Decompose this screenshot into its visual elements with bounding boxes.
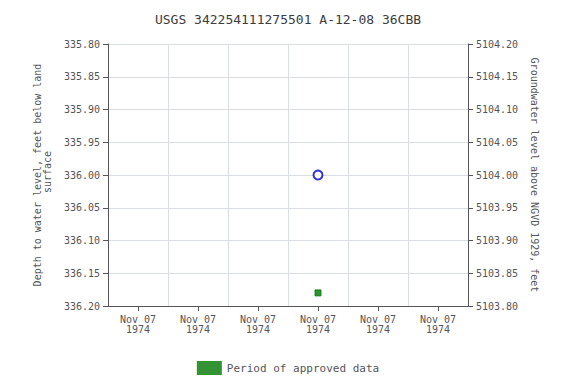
svg-text:Nov 07: Nov 07 — [119, 313, 157, 325]
svg-text:1974: 1974 — [186, 324, 210, 335]
svg-text:5103.95: 5103.95 — [476, 202, 518, 213]
svg-text:1974: 1974 — [426, 324, 450, 335]
svg-text:Depth to water level, feet bel: Depth to water level, feet below land — [32, 63, 44, 287]
svg-text:335.85: 335.85 — [64, 71, 100, 82]
svg-text:335.95: 335.95 — [64, 137, 100, 148]
svg-text:335.80: 335.80 — [64, 39, 100, 50]
svg-text:336.05: 336.05 — [64, 202, 100, 213]
svg-text:Nov 07: Nov 07 — [239, 313, 277, 325]
svg-text:5103.80: 5103.80 — [476, 301, 518, 312]
svg-text:Nov 07: Nov 07 — [419, 313, 457, 325]
svg-text:1974: 1974 — [126, 324, 150, 335]
svg-text:surface: surface — [42, 151, 53, 199]
svg-text:335.90: 335.90 — [64, 104, 100, 115]
svg-text:1974: 1974 — [306, 324, 330, 335]
svg-text:5103.85: 5103.85 — [476, 268, 518, 279]
svg-text:Nov 07: Nov 07 — [299, 313, 337, 325]
svg-text:5104.05: 5104.05 — [476, 137, 518, 148]
svg-text:336.15: 336.15 — [64, 268, 100, 279]
svg-text:336.10: 336.10 — [64, 235, 100, 246]
svg-text:Groundwater level above NGVD 1: Groundwater level above NGVD 1929, feet — [529, 58, 540, 293]
svg-text:5104.20: 5104.20 — [476, 39, 518, 50]
svg-text:336.20: 336.20 — [64, 301, 100, 312]
svg-text:Nov 07: Nov 07 — [359, 313, 397, 325]
svg-text:Nov 07: Nov 07 — [179, 313, 217, 325]
svg-text:336.00: 336.00 — [64, 170, 100, 181]
svg-text:1974: 1974 — [246, 324, 270, 335]
svg-text:5104.15: 5104.15 — [476, 71, 518, 82]
svg-text:USGS 342254111275501 A-12-08 3: USGS 342254111275501 A-12-08 36CBB — [155, 12, 421, 27]
svg-text:1974: 1974 — [366, 324, 390, 335]
svg-text:5103.90: 5103.90 — [476, 235, 518, 246]
svg-text:5104.10: 5104.10 — [476, 104, 518, 115]
svg-text:Period of approved data: Period of approved data — [227, 362, 379, 375]
svg-text:5104.00: 5104.00 — [476, 170, 518, 181]
